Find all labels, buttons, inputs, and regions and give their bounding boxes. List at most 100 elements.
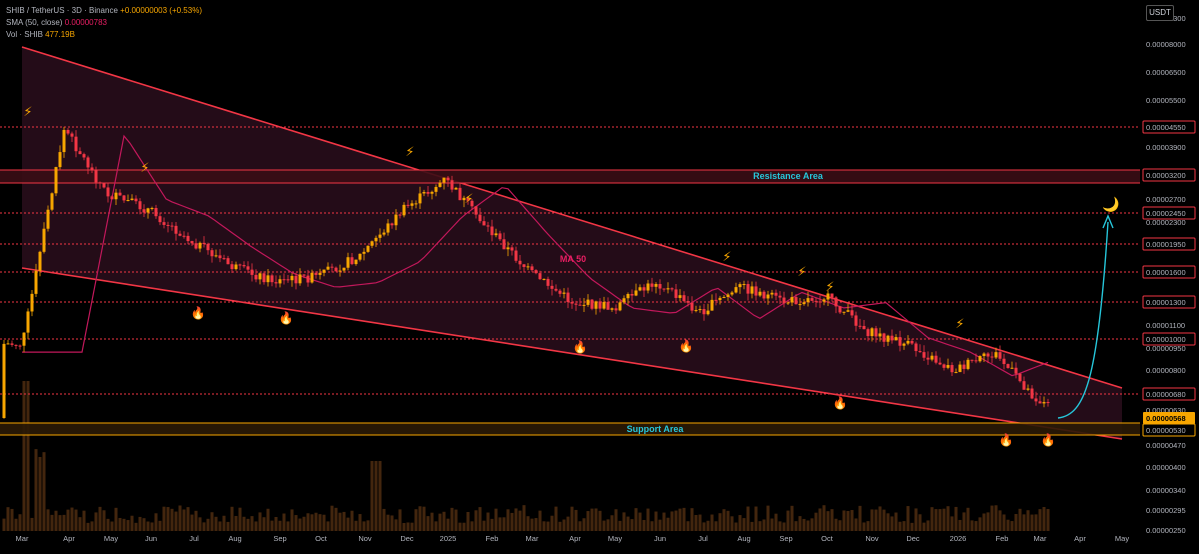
candle-body [266,275,270,283]
candle-body [678,295,682,298]
candle-body [946,365,950,368]
candle [466,196,470,205]
candle [146,207,150,219]
volume-bar [230,506,234,531]
candle [10,340,14,347]
volume-bar [898,521,902,531]
bolt-icon: ⚡ [464,191,473,206]
candle-body [638,287,642,291]
candle-body [66,129,70,134]
candle-body [30,293,34,312]
symbol-label[interactable]: SHIB / TetherUS · 3D · Binance [6,6,118,15]
candle [754,281,758,301]
candle-body [514,250,518,261]
volume-bar [526,516,530,531]
candle-body [702,309,706,315]
volume-bar [738,515,742,531]
candle-body [994,352,998,358]
candle-body [94,169,98,183]
volume-bar [138,516,142,531]
candle-body [610,308,614,310]
candle [582,298,586,312]
candle-body [18,345,22,347]
time-tick-label: Sep [779,534,792,543]
currency-selector[interactable]: USDT [1146,5,1174,21]
candle [262,271,266,285]
candle [266,268,270,287]
candle [138,198,142,215]
volume-bar [494,508,498,531]
volume-bar [186,507,190,531]
candle [878,327,882,342]
candle-body [238,264,242,266]
candle [750,281,754,299]
candle-body [386,223,390,233]
candle [54,166,58,197]
volume-bar [742,518,746,531]
volume-bar [994,505,998,531]
level-badge [1142,120,1196,134]
candle [914,341,918,357]
volume-bar [454,509,458,531]
candle-body [666,288,670,290]
candle-body [866,329,870,337]
volume-bar [778,521,782,531]
volume-bar [902,521,906,531]
candle-body [630,293,634,296]
candle [614,304,618,314]
candle-body [498,233,502,240]
volume-bar [766,505,770,531]
time-tick-label: Jun [145,534,157,543]
candle [246,261,250,274]
volume-bar [822,505,826,531]
candle [782,291,786,308]
candle [402,202,406,218]
candle [426,185,430,197]
candle-body [590,299,594,309]
price-tick-label: 0.00000800 [1146,366,1186,375]
volume-bar [1026,510,1030,531]
candle [442,177,446,190]
candle [934,351,938,365]
candle [434,184,438,197]
candle-body [534,270,538,274]
candle-body [1038,401,1042,404]
volume-bar [58,515,62,531]
candle-body [410,203,414,206]
candle [574,300,578,311]
bolt-icon: ⚡ [797,264,806,279]
sma-legend-label[interactable]: SMA (50, close) [6,18,63,27]
volume-bar [2,518,6,531]
candle-body [414,203,418,205]
volume-bar [402,522,406,531]
candle [74,130,78,158]
candle [626,292,630,305]
candle [978,355,982,363]
candle-body [298,274,302,284]
candle-body [606,302,610,310]
volume-bar [466,512,470,531]
candle [170,222,174,231]
candle-body [690,302,694,311]
candle-body [990,356,994,358]
volume-bar [622,512,626,531]
candle [22,332,26,353]
volume-legend-label[interactable]: Vol · SHIB [6,30,43,39]
fire-icon: 🔥 [573,340,588,354]
candle-body [34,270,38,294]
candle-body [682,295,686,302]
price-tick-label: 0.00001600 [1146,268,1186,277]
volume-bar [802,518,806,531]
candle [374,235,378,248]
candle [118,189,122,196]
candle [186,232,190,245]
candle-body [906,340,910,344]
candle [946,358,950,370]
candle [174,222,178,241]
price-tick-label: 0.00000950 [1146,344,1186,353]
volume-bar [474,510,478,531]
candle-body [338,270,342,272]
volume-bar [210,512,214,531]
